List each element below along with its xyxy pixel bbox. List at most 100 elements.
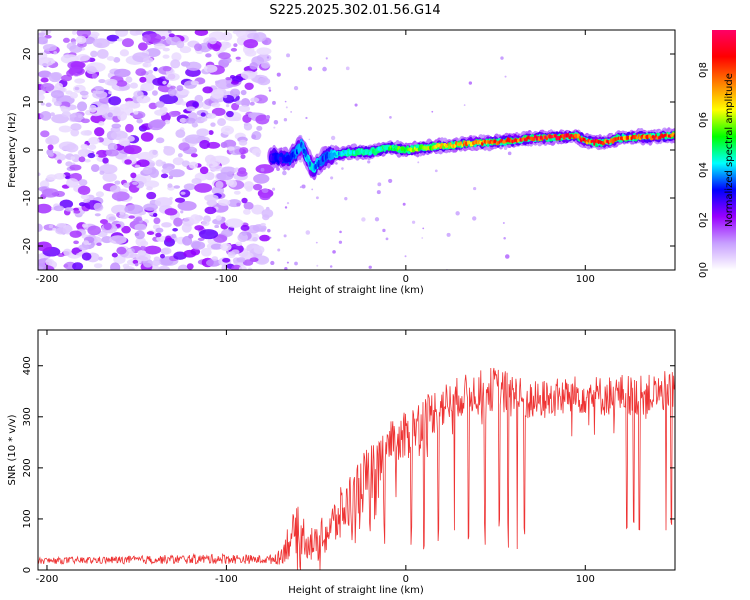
noise-speckle (284, 267, 288, 270)
noise-blob (251, 134, 257, 140)
snr-series-line (38, 367, 675, 570)
noise-blob (113, 56, 121, 63)
noise-speckle (335, 162, 338, 165)
noise-speckle (277, 248, 281, 252)
noise-blob (260, 61, 270, 69)
ridge-blob (337, 151, 340, 156)
noise-blob (106, 80, 117, 86)
noise-speckle (446, 232, 451, 237)
noise-blob (192, 101, 199, 108)
snr-x-tick-label: -200 (36, 574, 59, 585)
noise-blob (165, 235, 172, 242)
noise-blob (96, 49, 109, 59)
noise-blob (62, 37, 70, 43)
noise-blob (69, 230, 82, 238)
noise-blob (171, 52, 182, 62)
spectrogram-x-tick-label: 100 (576, 274, 595, 285)
noise-speckle (507, 151, 512, 156)
noise-blob (235, 59, 242, 63)
ridge-blob (423, 145, 426, 150)
noise-blob (151, 90, 158, 96)
noise-blob (108, 96, 122, 106)
noise-blob (192, 123, 199, 128)
noise-blob (206, 199, 218, 207)
noise-blob (236, 257, 246, 263)
noise-blob (161, 168, 171, 174)
ridge-blob (323, 155, 326, 161)
noise-speckle (382, 228, 386, 233)
colorbar-tick-label: 0.2 (698, 212, 709, 228)
noise-blob (155, 232, 162, 238)
noise-speckle (339, 230, 342, 234)
noise-speckle (504, 75, 507, 78)
noise-blob (78, 202, 86, 207)
noise-speckle (503, 146, 508, 150)
noise-blob (152, 212, 158, 217)
noise-blob (90, 114, 106, 124)
noise-blob (211, 256, 219, 261)
noise-blob (161, 222, 172, 228)
noise-blob (81, 223, 89, 228)
noise-blob (230, 47, 238, 52)
noise-blob (235, 241, 243, 247)
noise-blob (231, 102, 240, 111)
ridge-blob (386, 144, 389, 149)
noise-blob (152, 149, 158, 155)
noise-blob (253, 173, 270, 184)
noise-speckle (286, 201, 290, 205)
noise-blob (216, 172, 234, 181)
noise-blob (168, 169, 185, 178)
noise-blob (47, 144, 54, 151)
noise-blob (155, 101, 165, 108)
snr-y-ticks: 0 100 200 300 400 (22, 356, 675, 573)
noise-blob (136, 95, 151, 104)
noise-speckle (284, 206, 288, 209)
noise-blob (123, 144, 142, 155)
ridge-blob (425, 146, 428, 152)
noise-speckle (284, 100, 287, 103)
ridge-blob (390, 147, 394, 151)
noise-blob (262, 214, 270, 221)
noise-blob (240, 70, 256, 80)
noise-blob (178, 142, 190, 151)
noise-blob (235, 100, 243, 105)
noise-blob (145, 47, 161, 58)
noise-blob (78, 179, 88, 186)
ridge-blob (481, 141, 484, 146)
noise-speckle (286, 261, 289, 264)
noise-blob (243, 122, 253, 131)
noise-blob (159, 94, 179, 105)
noise-blob (196, 128, 210, 137)
noise-blob (121, 38, 134, 48)
ridge-blob (339, 151, 341, 156)
noise-blob (260, 167, 265, 172)
ridge-blob (467, 140, 469, 145)
noise-blob (162, 54, 170, 59)
noise-blob (139, 76, 147, 83)
noise-blob (38, 70, 52, 78)
noise-blob (76, 30, 91, 38)
noise-blob (66, 178, 79, 188)
noise-blob (78, 156, 86, 163)
snr-y-tick-label: 400 (22, 356, 33, 375)
noise-blob (162, 80, 167, 85)
ridge-blob (389, 145, 392, 149)
noise-blob (50, 112, 55, 117)
noise-blob (125, 76, 133, 83)
noise-blob (252, 245, 259, 249)
noise-speckle (315, 196, 319, 200)
snr-y-tick-label: 200 (22, 458, 33, 477)
noise-blob (42, 188, 60, 198)
noise-blob (171, 233, 177, 239)
noise-blob (147, 120, 164, 131)
ridge-blob (475, 139, 478, 145)
noise-blob (181, 160, 191, 167)
noise-blob (247, 267, 253, 270)
noise-blob (92, 38, 110, 49)
noise-blob (190, 146, 196, 150)
noise-speckle (285, 106, 288, 109)
ridge-blob (459, 141, 463, 145)
noise-blob (124, 159, 132, 165)
noise-blob (108, 90, 112, 95)
noise-blob (245, 185, 253, 192)
